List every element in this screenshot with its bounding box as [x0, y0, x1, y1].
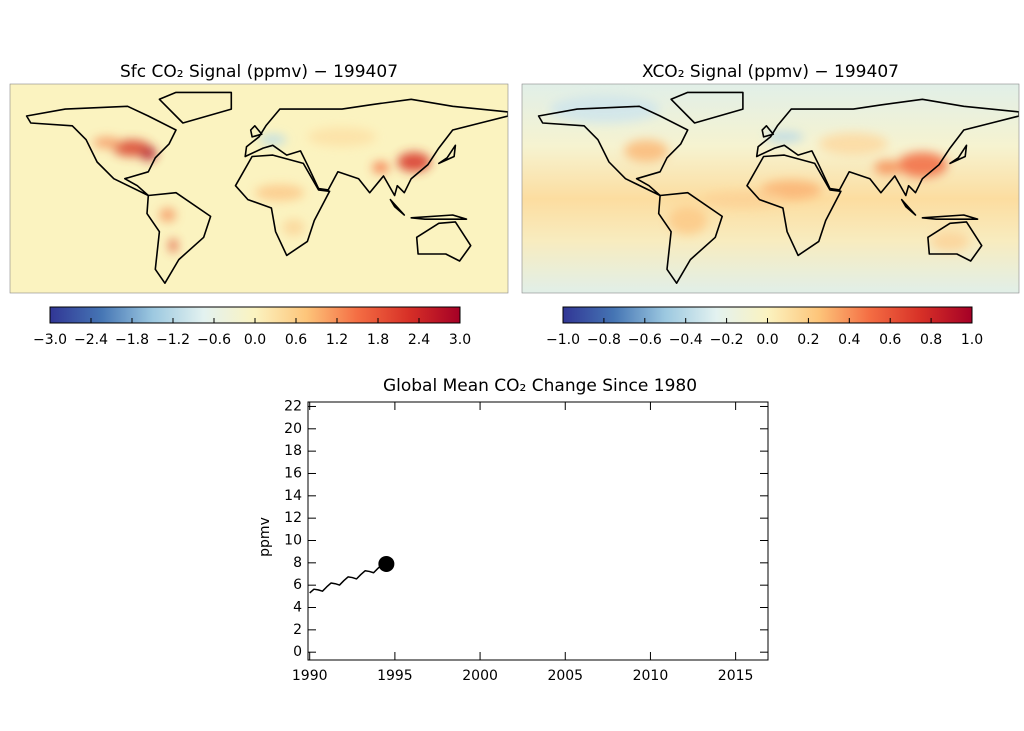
- signal-blob: [549, 95, 661, 124]
- coastline: [438, 144, 457, 165]
- colorbar-tick-label: −1.8: [115, 332, 149, 348]
- coastline: [927, 221, 983, 262]
- y-tick-label: 20: [284, 421, 302, 437]
- y-tick-label: 2: [293, 622, 302, 638]
- map-title: Sfc CO₂ Signal (ppmv) − 199407: [120, 62, 398, 82]
- current-point: [378, 555, 395, 572]
- colorbar-tick-label: −1.0: [546, 332, 580, 348]
- y-tick-label: 6: [293, 577, 302, 593]
- signal-blob: [259, 134, 287, 146]
- colorbar-tick-label: 0.2: [797, 332, 819, 348]
- signal-blob: [897, 152, 948, 178]
- y-tick-label: 16: [284, 465, 302, 481]
- coastline: [657, 191, 723, 284]
- y-tick-label: 4: [293, 600, 302, 616]
- signal-blob: [764, 131, 804, 143]
- colorbar-tick-label: −0.2: [710, 332, 744, 348]
- signal-field: [93, 127, 431, 253]
- y-tick-label: 10: [284, 532, 302, 548]
- coastline: [25, 105, 177, 197]
- colorbar-tick-label: −0.6: [197, 332, 231, 348]
- y-tick-label: 12: [284, 510, 302, 526]
- coastline: [415, 221, 472, 262]
- y-tick-label: 22: [284, 398, 302, 414]
- x-tick-label: 1995: [377, 668, 413, 684]
- coastline: [158, 91, 233, 124]
- colorbar-tick-label: 2.4: [408, 332, 430, 348]
- coastline: [537, 105, 689, 197]
- signal-blob: [874, 160, 902, 175]
- y-tick-label: 8: [293, 555, 302, 571]
- colorbar-tick-label: −3.0: [33, 332, 67, 348]
- colorbar-tick-label: −2.4: [74, 332, 108, 348]
- coastline: [921, 214, 979, 220]
- coastline: [389, 198, 406, 216]
- signal-blob: [397, 152, 431, 172]
- colorbar-tick-label: 0.4: [838, 332, 860, 348]
- coastline: [746, 154, 842, 257]
- colorbar-tick-label: 0.6: [879, 332, 901, 348]
- coastline: [761, 125, 775, 138]
- colorbar-tick-label: 0.0: [244, 332, 266, 348]
- data-line: [309, 563, 387, 594]
- coastline: [900, 198, 917, 216]
- x-tick-label: 1990: [292, 668, 328, 684]
- chart-title: Global Mean CO₂ Change Since 1980: [383, 376, 697, 396]
- colorbar-tick-label: 3.0: [449, 332, 471, 348]
- colorbar-tick-label: −0.6: [628, 332, 662, 348]
- coastline: [410, 214, 468, 220]
- x-tick-label: 2015: [718, 668, 754, 684]
- y-axis-label: ppmv: [257, 517, 273, 557]
- colorbar-tick-label: 0.8: [920, 332, 942, 348]
- colorbar-tick-label: 1.0: [961, 332, 983, 348]
- map-title: XCO₂ Signal (ppmv) − 199407: [642, 62, 899, 82]
- signal-blob: [140, 146, 157, 161]
- y-tick-label: 0: [293, 644, 302, 660]
- coastline: [249, 125, 263, 138]
- y-tick-label: 18: [284, 443, 302, 459]
- coastline: [244, 98, 508, 197]
- signal-blob: [624, 139, 669, 163]
- coastline: [146, 191, 212, 284]
- signal-blob: [818, 132, 888, 156]
- signal-field: [549, 95, 970, 252]
- colorbar-tick-label: 0.6: [285, 332, 307, 348]
- coastline: [755, 98, 1019, 197]
- signal-blob: [701, 191, 785, 209]
- plot-frame: [307, 401, 769, 661]
- colorbar-tick-label: 1.2: [326, 332, 348, 348]
- signal-blob: [282, 219, 305, 236]
- colorbar-tick-label: 0.0: [756, 332, 778, 348]
- signal-blob: [372, 162, 390, 174]
- colorbar-tick-label: −0.4: [669, 332, 703, 348]
- signal-blob: [169, 238, 178, 253]
- map-frame: [521, 83, 1020, 294]
- coastline: [670, 91, 744, 124]
- colorbar-tick-label: −1.2: [156, 332, 190, 348]
- signal-blob: [307, 127, 377, 147]
- signal-blob: [930, 231, 970, 252]
- x-tick-label: 2010: [633, 668, 669, 684]
- coastline: [949, 144, 968, 165]
- signal-blob: [254, 184, 305, 202]
- map-frame: [9, 83, 509, 294]
- colorbar-tick-label: −0.8: [587, 332, 621, 348]
- signal-blob: [93, 136, 121, 149]
- y-tick-label: 14: [284, 488, 302, 504]
- coastline: [234, 154, 331, 257]
- map: [10, 84, 508, 293]
- map: [522, 84, 1019, 293]
- signal-blob: [159, 208, 176, 222]
- signal-blob: [668, 206, 707, 235]
- x-tick-label: 2005: [547, 668, 583, 684]
- colorbar-tick-label: 1.8: [367, 332, 389, 348]
- x-tick-label: 2000: [462, 668, 498, 684]
